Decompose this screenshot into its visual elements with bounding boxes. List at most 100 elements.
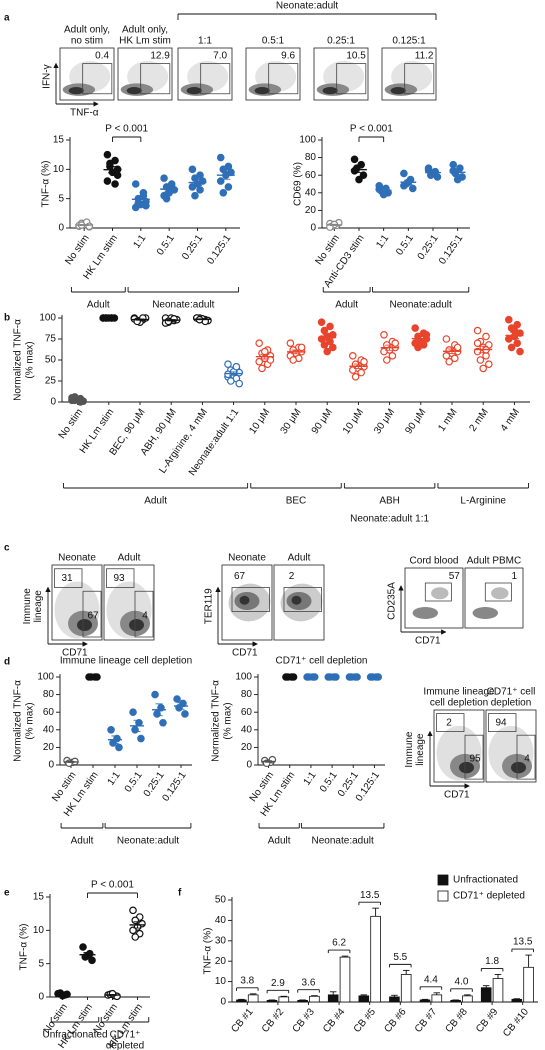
data-point (224, 360, 232, 369)
x-tick-label: CB #9 (474, 1006, 501, 1035)
data-point (473, 339, 482, 348)
cell-cloud (291, 595, 302, 605)
plot-title: 0.125:1 (392, 36, 426, 47)
gate-percent: 1 (512, 571, 518, 582)
data-point (473, 326, 482, 335)
plot-title: Cord blood (410, 556, 459, 567)
data-point (188, 165, 197, 174)
group-label: Adult (268, 836, 291, 847)
plot-title: cell depletion (430, 698, 488, 709)
y-tick-label: 75 (45, 334, 57, 345)
data-point (258, 364, 266, 373)
gate (54, 568, 83, 588)
fold-label: 13.5 (360, 890, 380, 901)
y-tick-label: 0 (310, 223, 316, 234)
y-tick-label: 0 (50, 397, 56, 408)
data-point (326, 337, 334, 346)
x-tick-label: CB #5 (352, 1006, 379, 1035)
x-tick-label: 0.125:1 (205, 233, 233, 267)
gate (231, 587, 270, 612)
fold-label: 4.0 (455, 977, 469, 988)
data-point (323, 347, 332, 356)
group-label: BEC (286, 496, 307, 507)
gate-percent: 67 (234, 571, 246, 582)
y-tick-label: 100 (39, 313, 56, 324)
gate (82, 63, 113, 95)
plot-title: Adult (288, 553, 311, 564)
plot-title: HK Lm stim (119, 36, 171, 47)
data-point (445, 357, 453, 366)
gate (464, 734, 484, 780)
gate (516, 734, 536, 780)
bar (247, 994, 259, 1003)
data-point (451, 354, 459, 363)
data-point (388, 351, 397, 360)
data-point (224, 370, 232, 379)
plot-title: 0.5:1 (262, 36, 285, 47)
y-axis-label: (% max) (25, 702, 36, 739)
y-tick-label: 80 (241, 689, 253, 700)
bar (400, 974, 412, 1003)
cell-cloud (186, 87, 202, 95)
y-tick-label: 5 (38, 958, 44, 969)
data-point (85, 222, 94, 231)
gate (200, 63, 231, 95)
data-point (255, 357, 263, 366)
data-point (479, 364, 488, 373)
cell-cloud (239, 595, 250, 605)
x-tick-label: 0.25:1 (416, 233, 441, 262)
flow-plot (404, 567, 464, 629)
bar (480, 987, 492, 1003)
gate-percent: 11.2 (415, 50, 434, 61)
bar (450, 999, 461, 1003)
gate-percent: 2 (289, 571, 295, 582)
gate (283, 587, 322, 612)
data-point (106, 159, 114, 168)
data-point (380, 347, 388, 356)
legend-swatch (437, 890, 449, 902)
data-point (516, 347, 524, 356)
data-point (131, 933, 140, 941)
y-tick-label: 50 (45, 355, 57, 366)
data-point (485, 360, 493, 369)
flow-x-label: CD71 (444, 790, 470, 801)
x-tick-label: 1:1 (131, 233, 148, 251)
data-point (286, 339, 295, 348)
group-label: Adult (87, 300, 110, 311)
plot-title: Neonate (58, 553, 96, 564)
gate-percent: 93 (113, 573, 125, 584)
flow-y-label: CD235A (387, 582, 398, 620)
y-tick-label: 10 (33, 925, 45, 936)
data-point (103, 150, 112, 159)
data-point (224, 183, 233, 191)
gate-percent: 67 (87, 611, 99, 622)
gate-percent: 2 (446, 718, 452, 729)
gate (404, 63, 435, 95)
data-point (160, 174, 168, 182)
group-label: ABH (379, 496, 400, 507)
x-tick-label: CB #7 (413, 1006, 440, 1035)
cell-cloud (431, 587, 449, 600)
x-tick-label: 0.125:1 (160, 770, 188, 804)
gate-percent: 94 (495, 718, 507, 729)
panel-label: e (4, 888, 10, 899)
data-point (131, 180, 140, 188)
data-point (181, 710, 189, 718)
gate-percent: 4 (142, 611, 148, 622)
data-point (382, 356, 391, 364)
x-tick-label: 0.5:1 (155, 233, 177, 258)
x-tick-label: 4 mM (499, 407, 522, 434)
data-point (129, 906, 137, 915)
plot-title: Adult only, (122, 25, 168, 36)
data-point (442, 335, 451, 343)
y-tick-label: 0 (58, 223, 64, 234)
x-tick-label: 10 μM (247, 407, 272, 436)
x-tick-label: CB #2 (260, 1006, 287, 1035)
cell-cloud (412, 607, 439, 619)
x-tick-label: 1:1 (374, 233, 391, 251)
flow-y-label: IFN-γ (42, 64, 53, 88)
gate-percent: 10.5 (346, 50, 366, 61)
y-tick-label: 0 (220, 997, 226, 1008)
data-point (266, 356, 275, 364)
bar (297, 999, 308, 1003)
